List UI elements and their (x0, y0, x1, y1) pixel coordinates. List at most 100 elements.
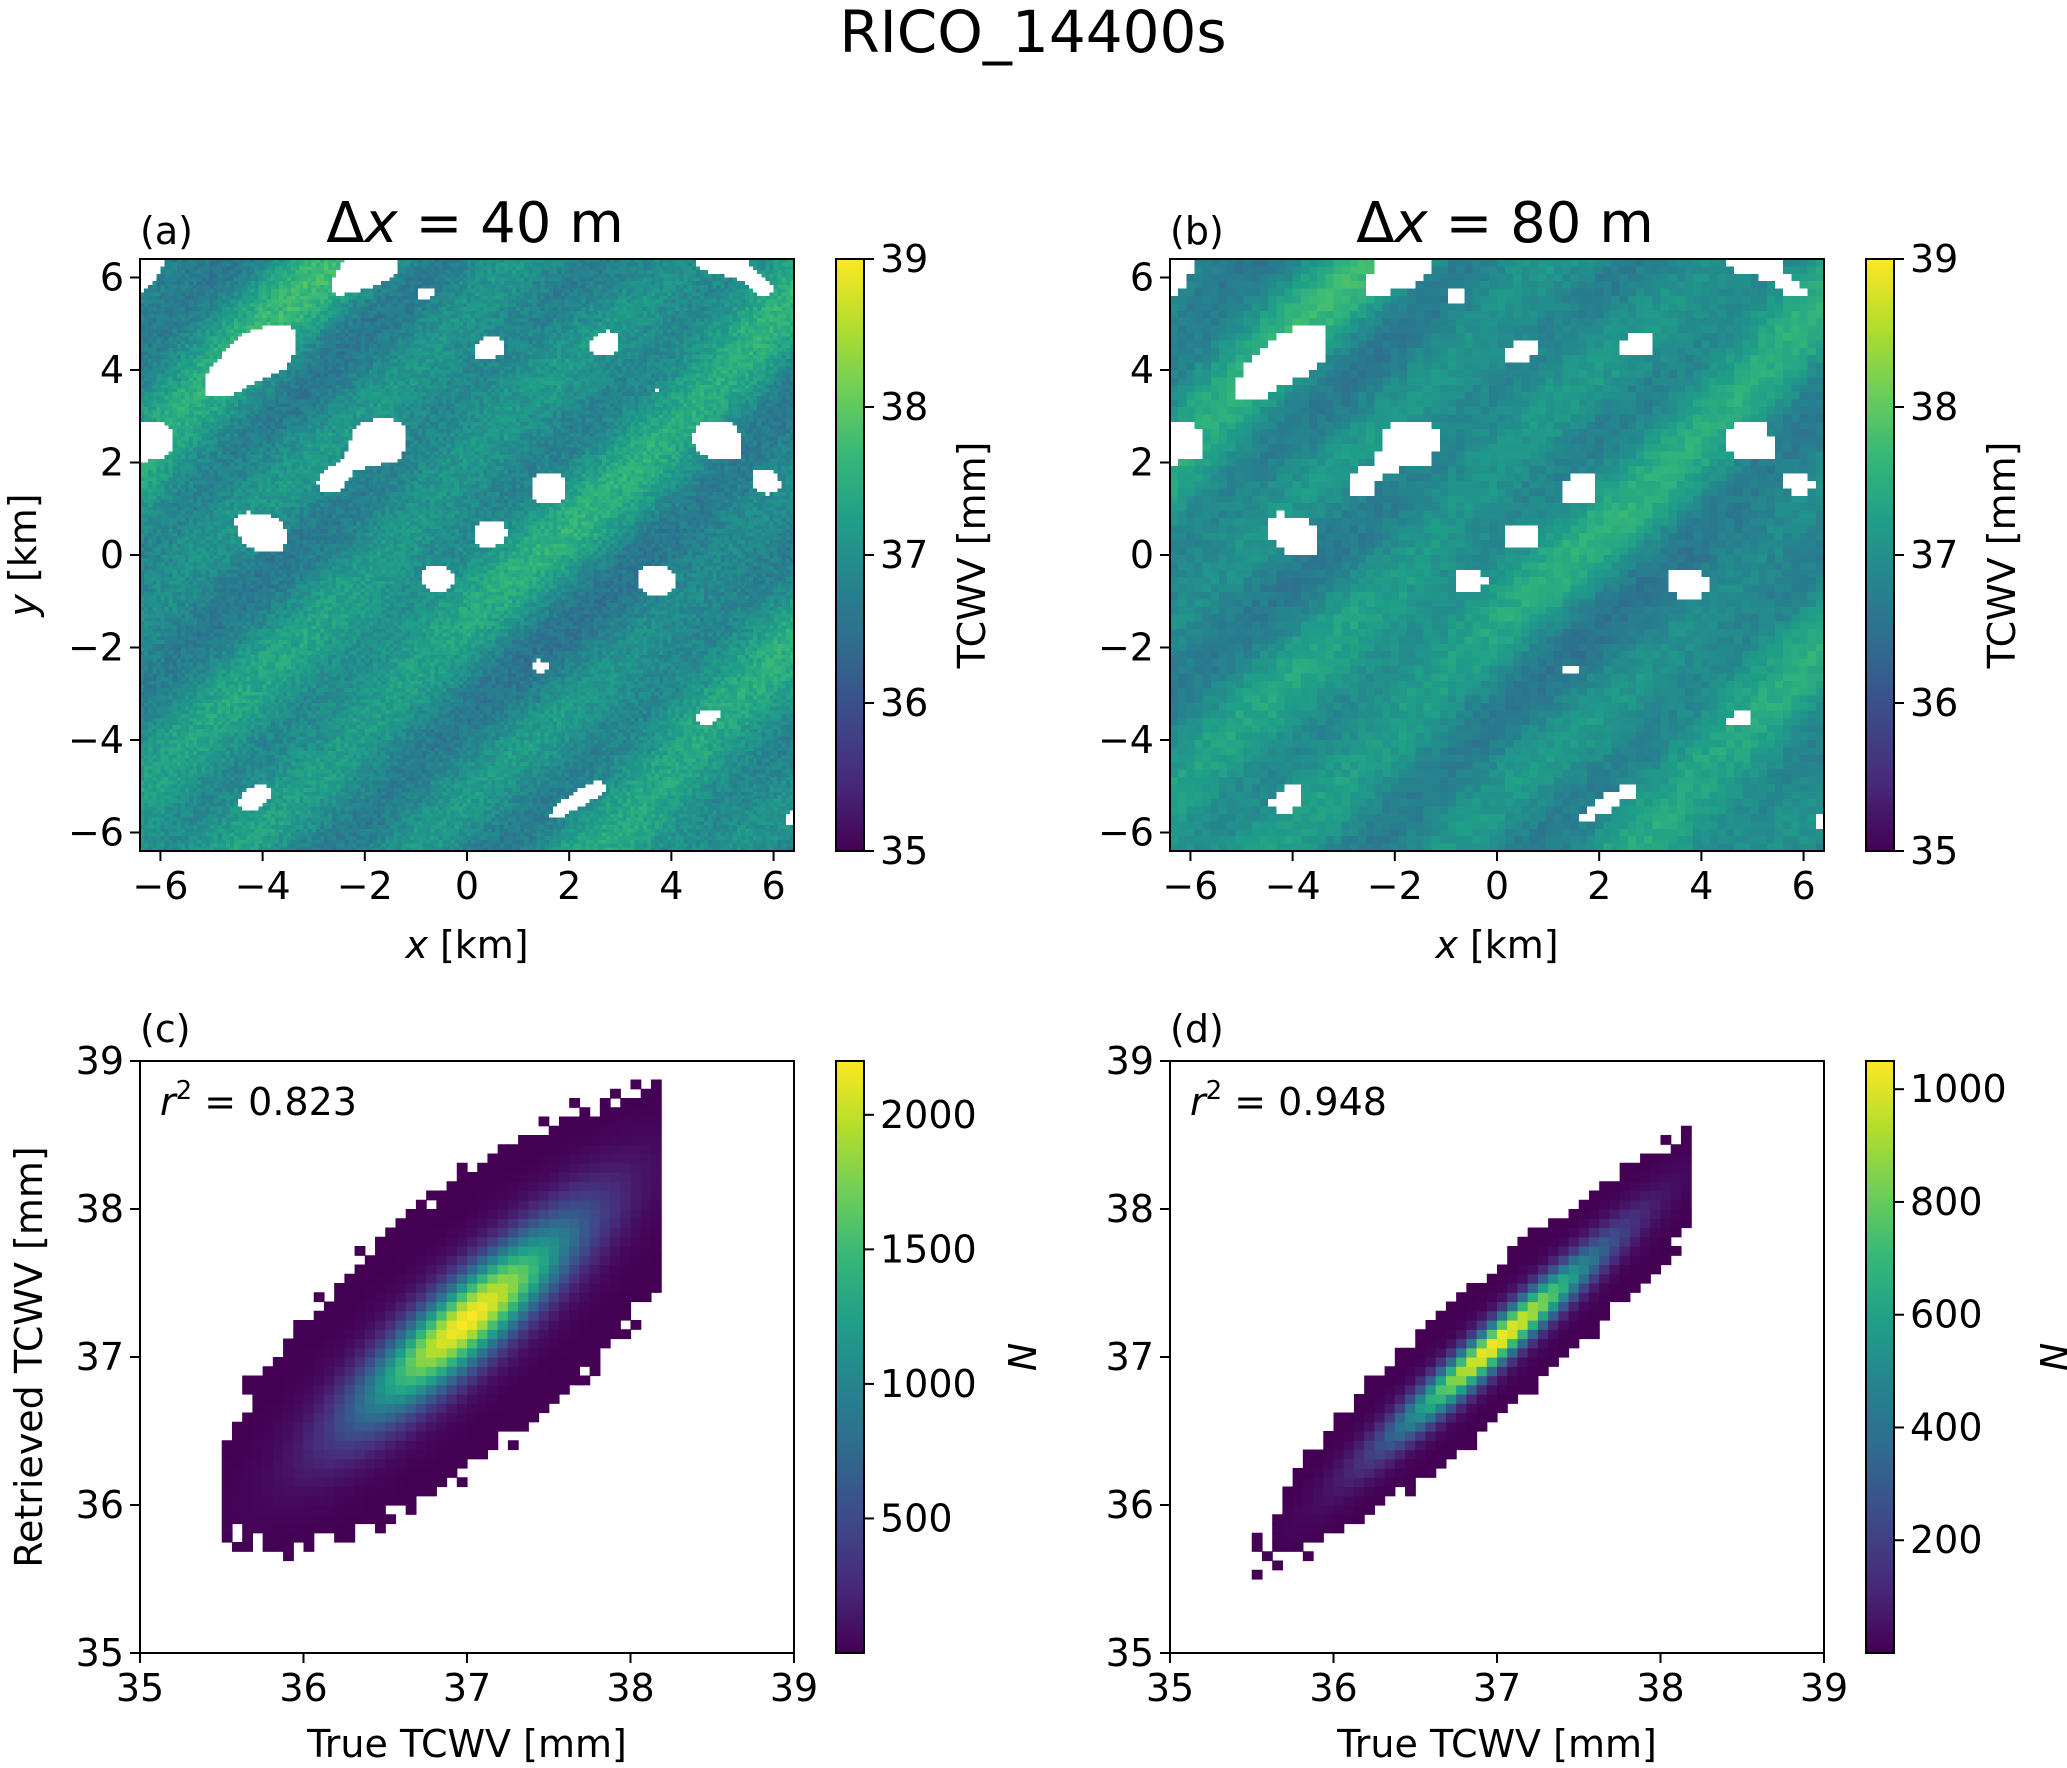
histogram-bin (293, 1431, 305, 1441)
histogram-bin (1640, 1209, 1651, 1219)
y-tick-label: −2 (68, 626, 124, 670)
histogram-bin (262, 1366, 274, 1377)
histogram-bin (426, 1255, 437, 1266)
histogram-bin (364, 1412, 376, 1423)
histogram-bin (334, 1458, 345, 1469)
panel-b-title: Δx = 80 m (1356, 191, 1654, 256)
histogram-bin (1640, 1227, 1651, 1238)
histogram-bin (650, 1088, 662, 1099)
histogram-bin (262, 1384, 274, 1395)
histogram-bin (446, 1255, 458, 1266)
histogram-bin (456, 1449, 468, 1460)
histogram-bin (415, 1338, 427, 1349)
histogram-bin (1261, 1551, 1273, 1562)
histogram-bin (354, 1486, 366, 1497)
histogram-bin (1415, 1394, 1427, 1404)
histogram-bin (1323, 1440, 1335, 1451)
histogram-bin (334, 1449, 345, 1460)
histogram-bin (589, 1190, 601, 1201)
histogram-bin (1650, 1255, 1662, 1266)
histogram-bin (1456, 1357, 1467, 1367)
histogram-bin (1425, 1375, 1437, 1386)
histogram-bin (456, 1431, 468, 1441)
histogram-bin (231, 1431, 243, 1441)
histogram-bin (1568, 1320, 1580, 1330)
histogram-bin (538, 1320, 550, 1330)
histogram-bin (283, 1458, 294, 1469)
histogram-bin (1466, 1412, 1478, 1423)
histogram-bin (1313, 1468, 1324, 1478)
panel-c-histogram (221, 1079, 662, 1562)
histogram-bin (569, 1301, 581, 1312)
histogram-bin (385, 1357, 397, 1367)
histogram-bin (1394, 1403, 1406, 1414)
histogram-bin (487, 1199, 499, 1210)
histogram-bin (1486, 1320, 1498, 1330)
histogram-bin (548, 1255, 560, 1266)
histogram-bin (548, 1209, 560, 1219)
histogram-bin (569, 1144, 581, 1155)
histogram-bin (1476, 1394, 1488, 1404)
histogram-bin (630, 1190, 642, 1201)
histogram-bin (436, 1236, 448, 1247)
histogram-bin (558, 1375, 570, 1386)
histogram-bin (1619, 1162, 1631, 1173)
histogram-bin (1333, 1523, 1345, 1534)
histogram-bin (1640, 1181, 1651, 1192)
histogram-bin (405, 1209, 417, 1219)
histogram-bin (1660, 1199, 1672, 1210)
histogram-bin (538, 1347, 550, 1358)
histogram-bin (1527, 1273, 1539, 1284)
histogram-bin (1507, 1310, 1519, 1321)
histogram-bin (1517, 1283, 1529, 1293)
histogram-bin (1466, 1384, 1478, 1395)
histogram-bin (1466, 1366, 1478, 1377)
histogram-bin (283, 1486, 294, 1497)
histogram-bin (1588, 1227, 1600, 1238)
histogram-bin (426, 1273, 437, 1284)
histogram-bin (589, 1292, 601, 1303)
histogram-bin (630, 1218, 642, 1229)
histogram-bin (1435, 1458, 1447, 1469)
histogram-bin (579, 1162, 591, 1173)
histogram-bin (610, 1301, 621, 1312)
histogram-bin (1660, 1172, 1672, 1182)
histogram-bin (1599, 1236, 1611, 1247)
histogram-bin (548, 1246, 560, 1256)
histogram-bin (405, 1264, 417, 1275)
histogram-bin (630, 1079, 642, 1090)
histogram-bin (497, 1320, 509, 1330)
histogram-bin (630, 1320, 642, 1330)
histogram-bin (599, 1172, 611, 1182)
histogram-bin (528, 1264, 540, 1275)
histogram-bin (426, 1218, 437, 1229)
histogram-bin (354, 1384, 366, 1395)
histogram-bin (436, 1375, 448, 1386)
histogram-bin (548, 1320, 560, 1330)
histogram-bin (599, 1107, 611, 1118)
histogram-bin (1302, 1523, 1314, 1534)
panel-c-ylabel: Retrieved TCWV [mm] (7, 1146, 51, 1567)
histogram-bin (436, 1264, 448, 1275)
histogram-bin (272, 1468, 284, 1478)
histogram-bin (538, 1236, 550, 1247)
histogram-bin (579, 1310, 591, 1321)
histogram-bin (1680, 1190, 1692, 1201)
histogram-bin (497, 1273, 509, 1284)
histogram-bin (548, 1153, 560, 1164)
histogram-bin (1384, 1458, 1396, 1469)
histogram-bin (620, 1116, 632, 1127)
histogram-bin (456, 1310, 468, 1321)
histogram-bin (364, 1255, 376, 1266)
histogram-bin (1364, 1505, 1375, 1515)
histogram-bin (375, 1394, 386, 1404)
histogram-bin (569, 1320, 581, 1330)
histogram-bin (1486, 1292, 1498, 1303)
histogram-bin (630, 1181, 642, 1192)
histogram-bin (1517, 1301, 1529, 1312)
histogram-bin (364, 1347, 376, 1358)
histogram-bin (405, 1384, 417, 1395)
histogram-bin (334, 1523, 345, 1534)
histogram-bin (1558, 1227, 1570, 1238)
x-tick-label: 38 (606, 1666, 654, 1710)
